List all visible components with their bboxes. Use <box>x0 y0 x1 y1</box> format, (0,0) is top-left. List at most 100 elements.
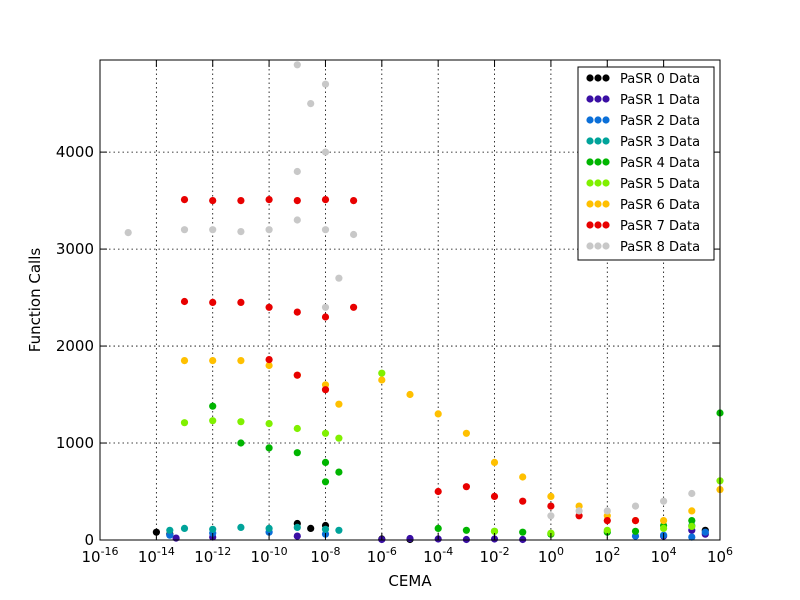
data-point <box>335 274 343 282</box>
data-point <box>406 534 414 543</box>
legend-label: PaSR 2 Data <box>620 114 700 129</box>
data-point <box>603 507 611 515</box>
legend-marker <box>586 95 594 103</box>
data-point <box>124 229 132 237</box>
data-point <box>180 196 189 204</box>
legend-marker <box>602 200 610 208</box>
legend-marker <box>594 95 602 103</box>
data-point <box>378 376 386 384</box>
legend-marker <box>594 116 602 124</box>
legend-marker <box>602 137 610 145</box>
data-point <box>293 167 301 176</box>
legend-marker <box>594 179 602 187</box>
data-point <box>265 356 273 364</box>
data-point <box>519 473 527 481</box>
legend-entry: PaSR 5 Data <box>586 177 700 192</box>
data-point <box>321 303 330 311</box>
data-point <box>307 100 315 108</box>
legend-label: PaSR 0 Data <box>620 72 700 87</box>
legend-marker <box>586 137 594 145</box>
data-point <box>660 524 668 533</box>
data-point <box>519 497 527 505</box>
data-point <box>209 298 217 306</box>
data-point <box>434 410 442 418</box>
data-point <box>293 449 301 457</box>
data-point <box>152 528 160 536</box>
data-point <box>293 424 301 433</box>
data-point <box>180 226 189 234</box>
data-point <box>265 226 273 234</box>
data-point <box>462 483 470 491</box>
data-point <box>603 517 611 525</box>
legend-label: PaSR 3 Data <box>620 135 700 150</box>
data-points <box>124 61 724 544</box>
data-point <box>237 418 245 426</box>
data-point <box>321 525 330 533</box>
data-point <box>462 429 470 437</box>
data-point <box>490 527 499 535</box>
legend-marker <box>602 116 610 124</box>
data-point <box>350 303 358 311</box>
data-point <box>265 524 273 533</box>
data-point <box>335 468 343 476</box>
data-point <box>688 517 696 525</box>
data-point <box>265 444 273 452</box>
data-point <box>321 429 330 437</box>
data-point <box>321 478 330 486</box>
data-point <box>660 517 668 525</box>
legend-label: PaSR 8 Data <box>620 240 700 255</box>
data-point <box>265 361 273 370</box>
legend-marker <box>586 242 594 250</box>
data-point <box>293 371 301 379</box>
series-3 <box>166 521 696 534</box>
data-point <box>603 526 611 534</box>
y-tick-label: 1000 <box>56 434 94 452</box>
data-point <box>293 61 301 69</box>
legend-entry: PaSR 1 Data <box>586 93 700 108</box>
data-point <box>547 512 555 520</box>
data-point <box>172 534 180 542</box>
legend-marker <box>594 242 602 250</box>
data-point <box>209 197 217 205</box>
data-point <box>265 303 273 311</box>
legend-marker <box>586 200 594 208</box>
data-point <box>180 297 189 306</box>
y-tick-label: 4000 <box>56 143 94 161</box>
legend-label: PaSR 7 Data <box>620 219 700 234</box>
data-point <box>321 226 330 234</box>
data-point <box>321 148 330 156</box>
y-tick-label: 2000 <box>56 337 94 355</box>
legend-marker <box>602 95 610 103</box>
data-point <box>237 439 245 447</box>
data-point <box>180 419 189 427</box>
data-point <box>293 197 301 205</box>
data-point <box>631 502 640 510</box>
data-point <box>321 196 330 204</box>
data-point <box>350 230 358 239</box>
legend-marker <box>586 158 594 166</box>
data-point <box>293 308 301 316</box>
legend-marker <box>594 158 602 166</box>
data-point <box>631 517 640 525</box>
data-point <box>166 526 174 534</box>
data-point <box>547 492 555 500</box>
x-axis-title: CEMA <box>388 572 432 590</box>
data-point <box>307 524 315 533</box>
data-point <box>335 526 343 534</box>
data-point <box>575 507 583 515</box>
legend-marker <box>602 179 610 187</box>
data-point <box>688 522 696 531</box>
data-point <box>462 526 470 534</box>
axis-ticks <box>99 60 721 541</box>
data-point <box>209 417 217 425</box>
data-point <box>209 357 217 365</box>
y-tick-label: 0 <box>84 531 94 549</box>
data-point <box>406 390 414 399</box>
legend-label: PaSR 4 Data <box>620 156 700 171</box>
data-point <box>631 527 640 535</box>
data-point <box>321 80 330 88</box>
data-point <box>519 528 527 536</box>
data-point <box>180 524 189 533</box>
legend-label: PaSR 5 Data <box>620 177 700 192</box>
data-point <box>688 533 696 541</box>
